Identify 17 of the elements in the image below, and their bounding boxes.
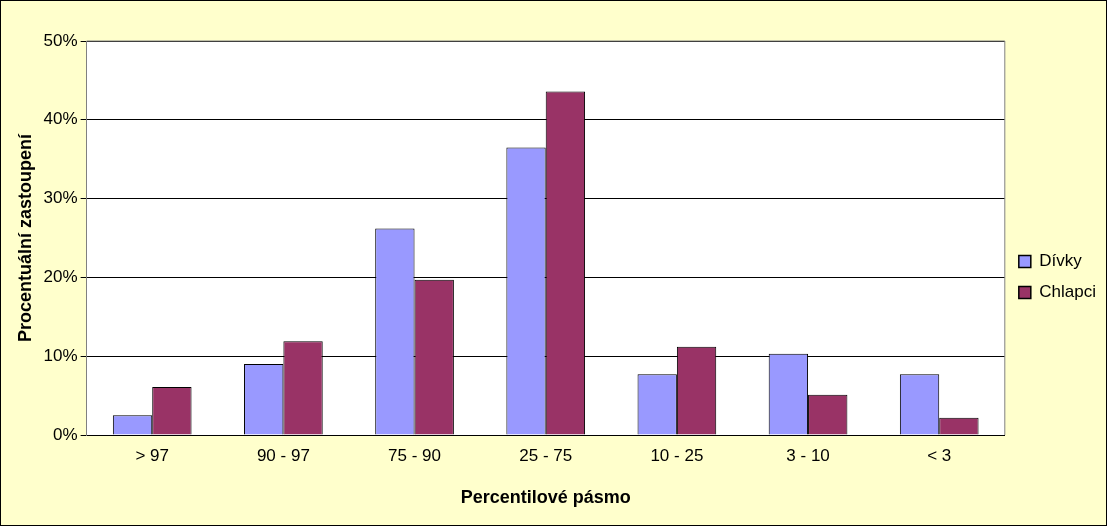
y-tick-label: 50% <box>43 30 78 50</box>
x-tick-label: 3 - 10 <box>786 445 830 465</box>
y-tick-label: 20% <box>43 267 78 287</box>
x-axis-title: Percentilové pásmo <box>460 487 631 508</box>
y-tick-label: 10% <box>43 345 78 365</box>
y-tick-label: 0% <box>53 424 78 444</box>
x-tick-label: 75 - 90 <box>388 445 442 465</box>
x-tick-label: 10 - 25 <box>650 445 704 465</box>
legend-label: Chlapci <box>1039 282 1097 302</box>
legend-label: Dívky <box>1039 251 1083 271</box>
x-tick-label: 25 - 75 <box>519 445 573 465</box>
x-tick-label: > 97 <box>135 445 169 465</box>
x-tick-label: < 3 <box>927 445 952 465</box>
y-axis-title: Procentuální zastoupení <box>14 132 35 343</box>
y-tick-label: 30% <box>43 188 78 208</box>
x-tick-label: 90 - 97 <box>256 445 310 465</box>
y-tick-label: 40% <box>43 109 78 129</box>
